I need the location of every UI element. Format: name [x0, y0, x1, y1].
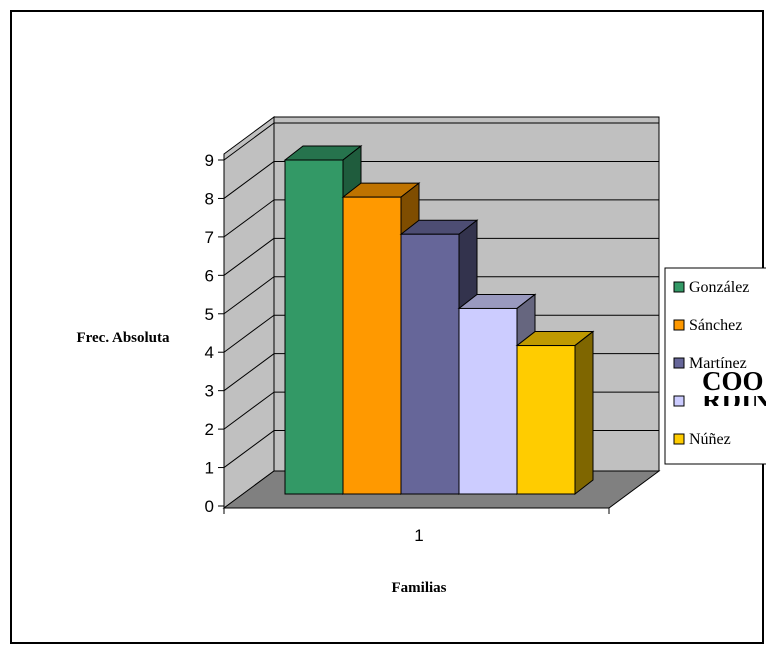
x-tick-labels: 1: [414, 526, 423, 545]
gridline-side: [223, 122, 275, 161]
bars: [283, 144, 595, 496]
bar-chart: 0 1 2 3 4 5 6 7 8 9 1 Frec. Absoluta Familias Gon…: [76, 116, 766, 596]
legend-swatch: [673, 433, 685, 445]
legend-label: Núñez: [689, 431, 731, 448]
legend-swatch: [673, 395, 685, 407]
gridline-side: [223, 314, 275, 353]
y-tick-label: 4: [205, 343, 214, 362]
y-tick-label: 6: [205, 266, 214, 285]
y-tick-labels: 0 1 2 3 4 5 6 7 8 9: [205, 151, 224, 516]
legend-label: Martínez: [689, 355, 747, 372]
y-tick-label: 7: [205, 228, 214, 247]
legend-label: Sánchez: [689, 317, 742, 334]
y-tick-label: 8: [205, 189, 214, 208]
y-tick-label: 9: [205, 151, 214, 170]
gridline-side: [223, 276, 275, 315]
legend-label: González: [689, 279, 749, 296]
legend-swatch: [673, 357, 685, 369]
gridline-side: [223, 199, 275, 238]
y-tick-label: 5: [205, 305, 214, 324]
x-axis-title: Familias: [392, 580, 447, 596]
y-tick-label: 1: [205, 459, 214, 478]
axes: [223, 160, 610, 514]
bar-front: [342, 196, 402, 495]
legend-swatch: [673, 281, 685, 293]
chart-frame: 0 1 2 3 4 5 6 7 8 9 1 Frec. Absoluta Familias Gon…: [10, 10, 766, 644]
legend-swatch: [673, 319, 685, 331]
bar-front: [400, 233, 460, 495]
bar-front: [516, 345, 576, 495]
gridline-side: [223, 353, 275, 392]
y-tick-label: 0: [205, 497, 214, 516]
y-tick-label: 3: [205, 382, 214, 401]
bar: [515, 330, 595, 496]
y-tick-label: 2: [205, 420, 214, 439]
gridline-side: [223, 391, 275, 430]
bar-side: [574, 330, 594, 496]
gridline-side: [223, 161, 275, 199]
y-axis-title: Frec. Absoluta: [76, 330, 170, 346]
overlay-text: COO: [702, 366, 764, 396]
x-tick-label: 1: [414, 526, 423, 545]
bar-front: [458, 307, 518, 495]
overlay-text: RDIN: [702, 385, 766, 415]
gridline-side: [223, 430, 275, 468]
bar-front: [284, 159, 344, 495]
gridline-side: [223, 237, 275, 276]
